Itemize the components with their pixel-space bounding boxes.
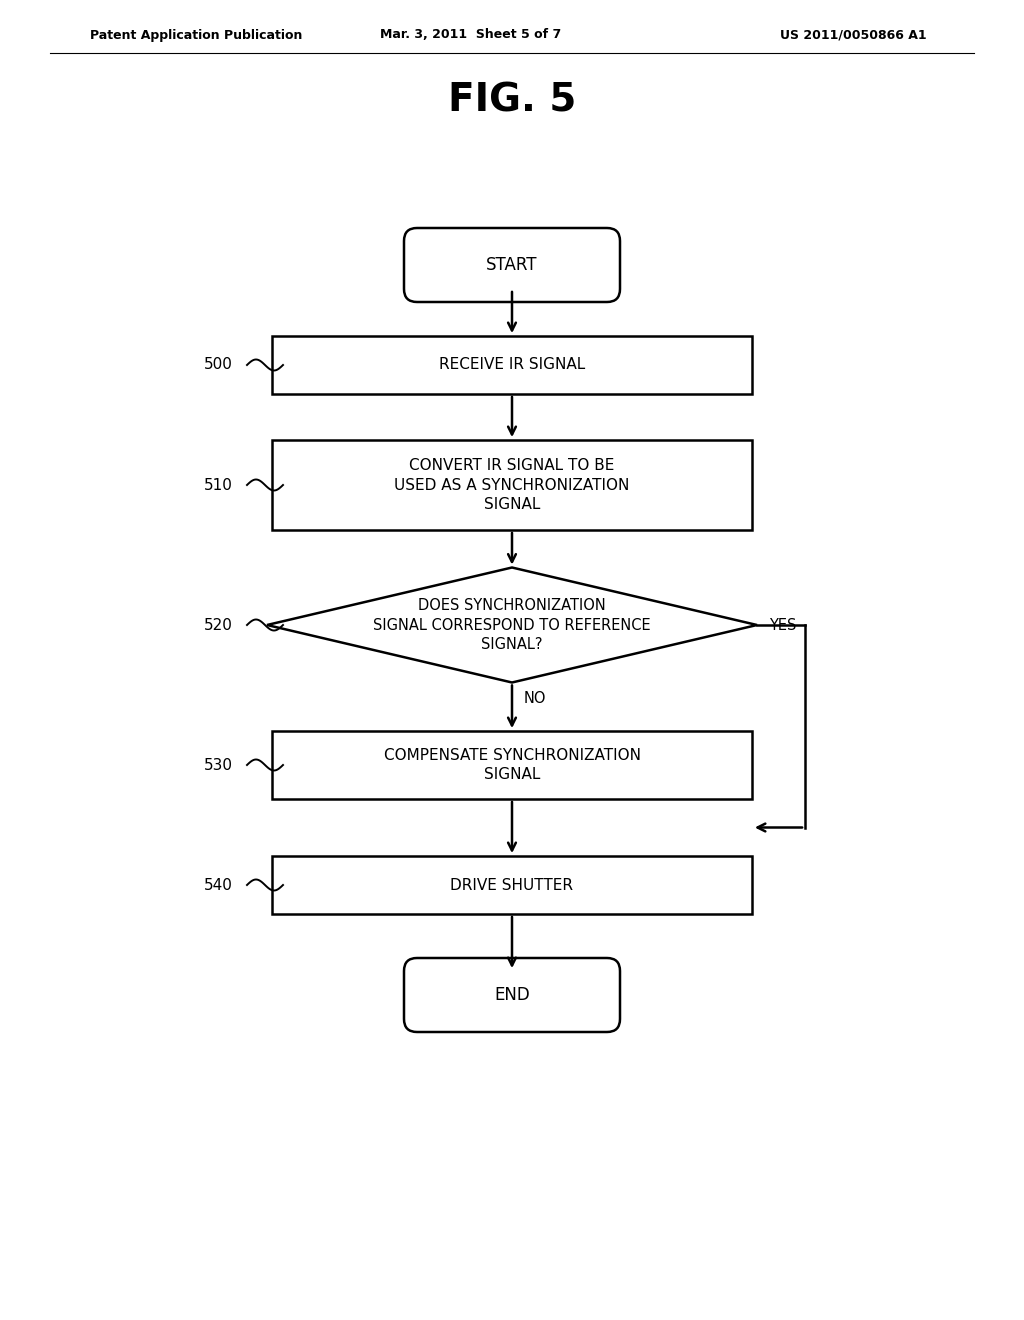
Text: YES: YES — [769, 618, 797, 632]
Text: END: END — [495, 986, 529, 1005]
Text: COMPENSATE SYNCHRONIZATION
SIGNAL: COMPENSATE SYNCHRONIZATION SIGNAL — [384, 747, 640, 783]
Text: START: START — [486, 256, 538, 275]
Text: 500: 500 — [204, 358, 233, 372]
Text: Patent Application Publication: Patent Application Publication — [90, 29, 302, 41]
Text: 520: 520 — [204, 618, 233, 632]
Bar — [272, 731, 752, 799]
Bar — [272, 855, 752, 913]
Text: US 2011/0050866 A1: US 2011/0050866 A1 — [780, 29, 927, 41]
FancyBboxPatch shape — [404, 228, 620, 302]
Text: Mar. 3, 2011  Sheet 5 of 7: Mar. 3, 2011 Sheet 5 of 7 — [380, 29, 561, 41]
Text: DOES SYNCHRONIZATION
SIGNAL CORRESPOND TO REFERENCE
SIGNAL?: DOES SYNCHRONIZATION SIGNAL CORRESPOND T… — [373, 598, 651, 652]
Text: DRIVE SHUTTER: DRIVE SHUTTER — [451, 878, 573, 892]
Text: FIG. 5: FIG. 5 — [447, 81, 577, 119]
Bar — [272, 337, 752, 393]
Bar — [272, 440, 752, 531]
Text: 540: 540 — [204, 878, 233, 892]
Text: 510: 510 — [204, 478, 233, 492]
Text: RECEIVE IR SIGNAL: RECEIVE IR SIGNAL — [439, 358, 585, 372]
Text: 530: 530 — [204, 758, 233, 772]
Text: CONVERT IR SIGNAL TO BE
USED AS A SYNCHRONIZATION
SIGNAL: CONVERT IR SIGNAL TO BE USED AS A SYNCHR… — [394, 458, 630, 512]
Text: NO: NO — [524, 690, 547, 706]
Polygon shape — [267, 568, 757, 682]
FancyBboxPatch shape — [404, 958, 620, 1032]
